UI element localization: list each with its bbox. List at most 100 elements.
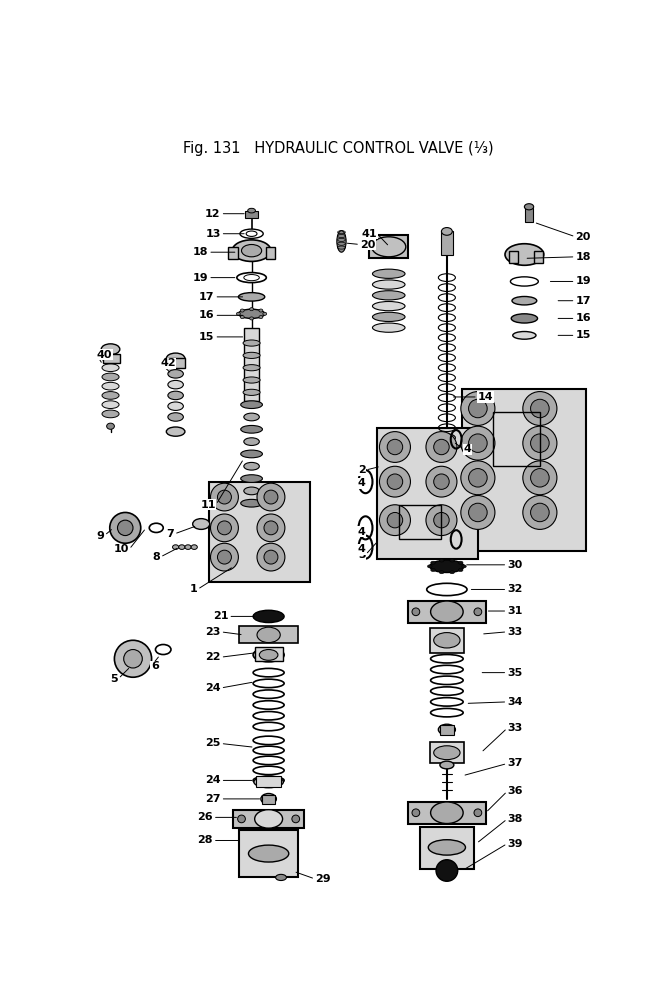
Ellipse shape — [431, 569, 436, 572]
Ellipse shape — [244, 438, 259, 445]
Ellipse shape — [442, 228, 452, 236]
Circle shape — [292, 815, 299, 822]
Circle shape — [523, 461, 557, 495]
Ellipse shape — [259, 315, 263, 318]
Ellipse shape — [102, 410, 119, 418]
Circle shape — [210, 483, 239, 511]
Circle shape — [426, 505, 457, 536]
Text: 25: 25 — [205, 739, 221, 748]
Bar — [239, 829, 298, 877]
Text: 24: 24 — [205, 775, 221, 785]
Circle shape — [237, 815, 245, 822]
Ellipse shape — [168, 413, 183, 421]
Circle shape — [387, 474, 403, 489]
Circle shape — [469, 469, 487, 487]
Circle shape — [474, 608, 482, 616]
Circle shape — [461, 496, 495, 529]
Ellipse shape — [253, 648, 284, 662]
Circle shape — [531, 503, 549, 522]
Bar — [256, 775, 281, 787]
Ellipse shape — [243, 352, 260, 358]
Circle shape — [379, 466, 410, 497]
Ellipse shape — [373, 290, 405, 300]
Circle shape — [461, 461, 495, 495]
Text: 20: 20 — [360, 240, 375, 250]
Ellipse shape — [243, 340, 260, 346]
Ellipse shape — [168, 380, 183, 389]
Text: 26: 26 — [197, 812, 213, 822]
Circle shape — [461, 391, 495, 425]
Circle shape — [434, 474, 449, 489]
Ellipse shape — [102, 401, 119, 408]
Text: 4: 4 — [358, 478, 366, 488]
Ellipse shape — [250, 317, 254, 320]
Text: 7: 7 — [167, 529, 174, 539]
Text: 19: 19 — [192, 272, 208, 282]
Circle shape — [379, 431, 410, 462]
Bar — [233, 809, 304, 828]
Ellipse shape — [458, 561, 463, 564]
Ellipse shape — [373, 323, 405, 332]
Text: 30: 30 — [508, 560, 523, 570]
Circle shape — [469, 434, 487, 452]
Circle shape — [210, 514, 239, 542]
Circle shape — [412, 809, 420, 816]
Ellipse shape — [241, 245, 262, 256]
Ellipse shape — [237, 312, 241, 315]
Text: 18: 18 — [192, 248, 208, 257]
Circle shape — [217, 550, 231, 564]
Text: 34: 34 — [508, 697, 523, 707]
Ellipse shape — [106, 423, 114, 429]
Circle shape — [264, 550, 278, 564]
Ellipse shape — [430, 802, 463, 823]
Bar — [533, 250, 543, 263]
Text: 23: 23 — [205, 627, 221, 637]
Ellipse shape — [373, 312, 405, 321]
Bar — [420, 826, 474, 869]
Circle shape — [469, 503, 487, 522]
Text: 42: 42 — [160, 358, 176, 368]
Ellipse shape — [430, 560, 464, 573]
Ellipse shape — [438, 725, 455, 735]
Text: 33: 33 — [508, 724, 523, 734]
Circle shape — [436, 859, 457, 881]
Text: 27: 27 — [205, 793, 221, 804]
Text: 21: 21 — [213, 612, 228, 622]
Ellipse shape — [505, 244, 544, 265]
Ellipse shape — [244, 413, 259, 421]
Text: 32: 32 — [508, 585, 523, 595]
Ellipse shape — [524, 204, 533, 210]
Ellipse shape — [243, 364, 260, 371]
Ellipse shape — [168, 369, 183, 378]
Ellipse shape — [430, 601, 463, 623]
Text: 33: 33 — [508, 627, 523, 637]
Bar — [408, 802, 486, 823]
Circle shape — [217, 490, 231, 504]
Circle shape — [426, 466, 457, 497]
Ellipse shape — [253, 610, 284, 623]
Ellipse shape — [428, 565, 432, 568]
Bar — [525, 209, 533, 223]
Ellipse shape — [241, 315, 244, 318]
Ellipse shape — [239, 292, 265, 301]
Text: 3: 3 — [358, 550, 366, 560]
Text: 28: 28 — [198, 835, 213, 845]
Circle shape — [264, 521, 278, 535]
Ellipse shape — [241, 309, 244, 312]
Circle shape — [412, 608, 420, 616]
Text: 14: 14 — [478, 392, 494, 402]
Ellipse shape — [440, 761, 454, 768]
Text: 4: 4 — [358, 545, 366, 555]
Text: 20: 20 — [576, 232, 591, 242]
Ellipse shape — [276, 874, 286, 880]
Text: 41: 41 — [362, 229, 377, 239]
Text: 17: 17 — [576, 295, 591, 305]
Ellipse shape — [249, 845, 289, 862]
Ellipse shape — [101, 344, 120, 354]
Ellipse shape — [241, 425, 262, 433]
Ellipse shape — [510, 276, 538, 286]
Text: 36: 36 — [508, 786, 523, 796]
Text: 24: 24 — [205, 683, 221, 693]
Ellipse shape — [241, 401, 262, 408]
Text: 29: 29 — [315, 874, 330, 884]
